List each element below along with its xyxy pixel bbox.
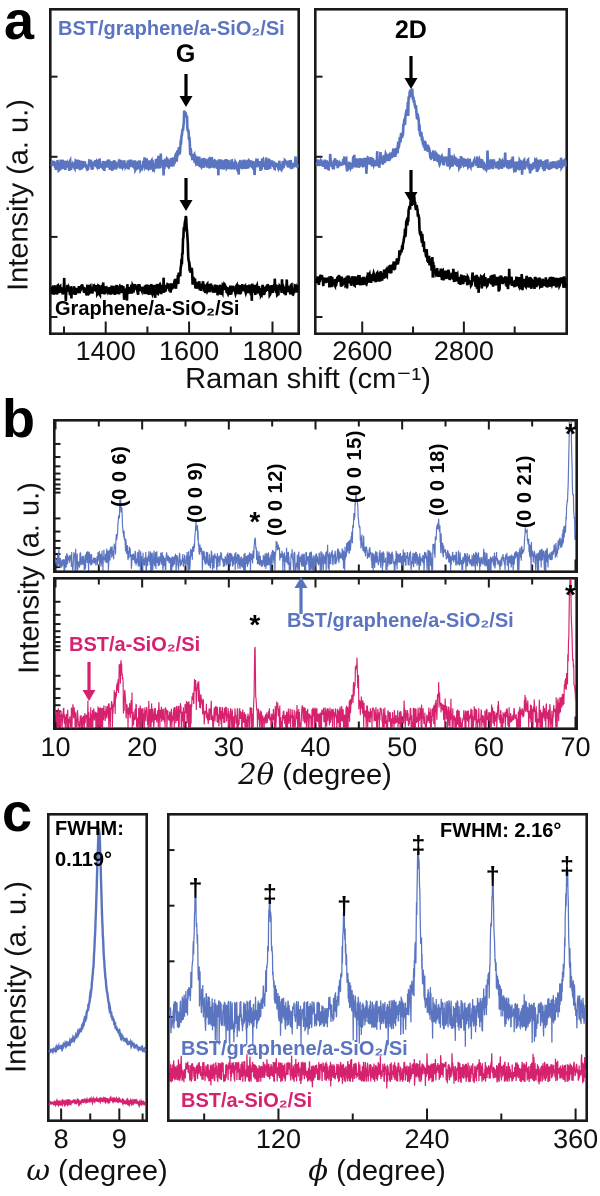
raman-2d-band-plot [314,8,568,335]
x-tick-label: 240 [404,1124,450,1154]
two-theta-symbol: 2θ [238,757,275,791]
phi-symbol: ϕ [308,1153,329,1187]
omega-symbol: ω [26,1153,50,1187]
omega-rocking-curve-plot [47,813,148,1122]
series-label-bst-phi: BST/a-SiO₂/Si [181,1090,313,1112]
x-tick-label: 40 [300,732,331,762]
x-tick-label: 2600 [332,336,393,366]
x-tick-label: 1600 [159,336,220,366]
trace-pink [54,578,577,729]
x-tick-label: 8 [53,1124,69,1154]
plot-border [53,577,578,730]
trace-pink [48,1095,147,1109]
substrate-peak-asterisk: * [565,418,576,449]
x-tick-label: 70 [560,732,591,762]
trace-blue [168,843,587,1047]
phi-peak-marker-double-dagger: ‡ [559,852,574,881]
trace-blue [315,88,567,175]
arrow-to-black-2d-peak [404,170,418,203]
panel-a-y-axis-title: Intensity (a. u.) [2,99,35,291]
phi-peak-marker-dagger: † [485,861,500,890]
raman-g-band-plot [49,8,300,335]
phi-peak-marker-double-dagger: ‡ [411,830,426,859]
reflection-label: (0 0 21) [514,455,537,528]
degree-unit-text: (degree) [328,1155,446,1187]
phi-peak-marker-dagger: † [337,892,352,921]
omega-fwhm-label: FWHM: [55,818,124,840]
arrow-bst-graphene-label-to-trace [294,577,308,614]
substrate-peak-asterisk: * [249,609,261,641]
panel-b-letter: b [2,389,35,449]
phi-peak-marker-dagger: † [188,873,203,902]
2d-peak-label: 2D [394,16,427,44]
plot-border [49,8,300,335]
degree-unit-text: (degree) [274,759,392,791]
arrow-bst-label-to-trace [82,662,96,701]
plot-border [314,8,568,335]
xrd-bst-plot [53,577,578,730]
trace-blue [50,110,299,176]
reflection-label: (0 0 9) [184,461,207,523]
reflection-label: (0 0 12) [265,463,288,537]
x-tick-label: 120 [255,1124,301,1154]
arrow-to-blue-g-peak [179,74,193,107]
x-tick-label: 10 [40,732,71,762]
arrow-to-black-g-peak [179,178,193,211]
series-label-bst-graphene-raman: BST/graphene/a-SiO₂/Si [58,18,285,40]
series-label-bst-graphene-xrd: BST/graphene/a-SiO₂/Si [287,610,514,632]
plot-border [167,813,588,1122]
x-tick-label: 2800 [433,336,494,366]
phi-peak-marker-double-dagger: ‡ [262,880,277,909]
panel-b-y-axis-title: Intensity (a. u.) [13,482,46,674]
xrd-bst-graphene-plot [53,419,578,573]
trace-black [50,215,299,302]
reflection-label: (0 0 6) [108,445,131,508]
x-tick-label: 1800 [242,336,303,366]
panel-b-x-axis-title: 2θ (degree) [238,757,392,792]
phi-fwhm-label: FWHM: 2.16° [440,820,562,842]
series-label-bst-graphene-phi: BST/graphene/a-SiO₂/Si [181,1038,408,1060]
trace-blue [48,828,147,1055]
x-tick-label: 1400 [75,336,136,366]
plot-border [53,419,578,573]
reflection-label: (0 0 18) [426,443,449,517]
substrate-peak-asterisk: * [249,506,261,538]
trace-pink [168,1053,587,1089]
x-tick-label: 360 [553,1124,599,1154]
phi-scan-plot [167,813,588,1122]
panel-c-phi-x-axis-title: ϕ (degree) [308,1153,445,1188]
reflection-label: (0 0 15) [344,429,367,503]
panel-c-y-axis-title: Intensity (a. u.) [0,881,33,1073]
panel-a-x-axis-title: Raman shift (cm⁻¹) [185,363,431,395]
x-tick-label: 20 [127,732,158,762]
series-label-graphene-raman: Graphene/a-SiO₂/Si [55,298,240,320]
x-tick-label: 9 [111,1124,127,1154]
omega-fwhm-value: 0.119° [55,849,112,871]
panel-c-letter: c [2,783,33,843]
degree-unit-text: (degree) [49,1155,168,1187]
panel-c-omega-x-axis-title: ω (degree) [26,1153,167,1188]
g-peak-label: G [175,40,196,68]
arrow-to-blue-2d-peak [404,56,418,89]
trace-black [315,193,567,293]
trace-blue [54,420,577,572]
plot-border [47,813,148,1122]
x-tick-label: 30 [213,732,244,762]
series-label-bst-xrd: BST/a-SiO₂/Si [69,634,201,656]
x-tick-label: 60 [473,732,504,762]
x-tick-label: 50 [387,732,418,762]
panel-a-letter: a [4,0,35,51]
substrate-peak-asterisk: * [565,579,576,610]
